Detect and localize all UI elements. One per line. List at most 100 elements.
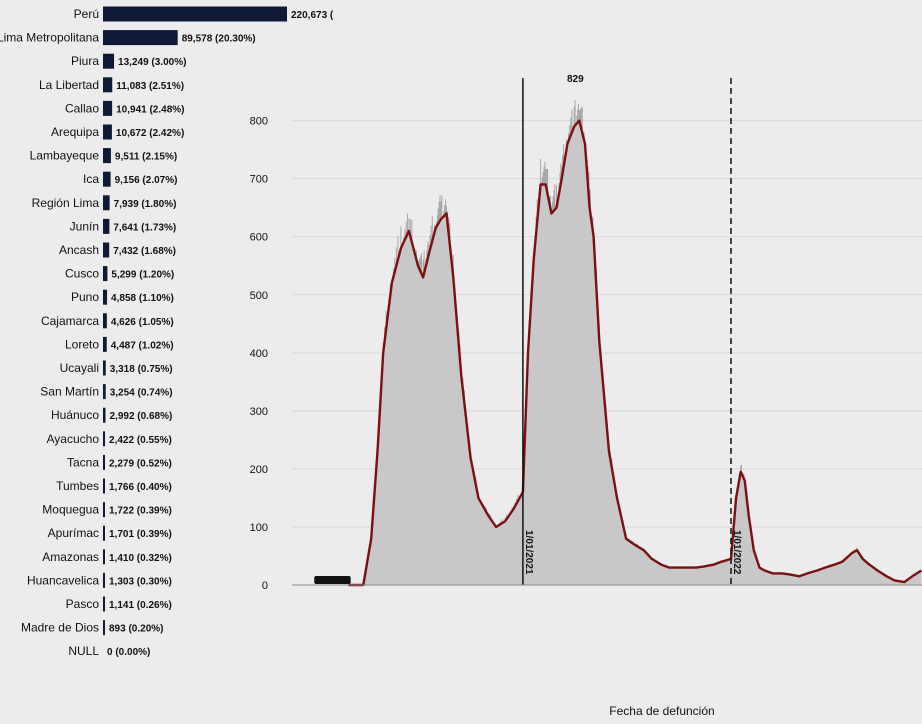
- bar: [103, 384, 106, 400]
- region-label: Apurímac: [48, 526, 99, 540]
- bar: [103, 596, 105, 612]
- y-tick-label: 600: [250, 232, 268, 244]
- region-label: Cajamarca: [41, 314, 99, 328]
- x-axis-title: Fecha de defunción: [609, 704, 714, 718]
- bar-value-label: 11,083 (2.51%): [116, 81, 184, 92]
- bar-value-label: 4,626 (1.05%): [111, 317, 174, 328]
- bar-value-label: 4,858 (1.10%): [111, 293, 174, 304]
- region-label: Lima Metropolitana: [0, 31, 99, 45]
- bar: [103, 53, 115, 69]
- bar-value-label: 7,432 (1.68%): [113, 246, 176, 257]
- bar: [103, 407, 106, 423]
- bar-value-label: 2,422 (0.55%): [109, 435, 172, 446]
- bar-value-label: 5,299 (1.20%): [111, 270, 174, 281]
- bar: [103, 313, 107, 329]
- bar-value-label: 1,766 (0.40%): [109, 482, 172, 493]
- region-label: Huancavelica: [27, 573, 99, 587]
- bar: [103, 336, 107, 352]
- bar: [103, 77, 113, 93]
- bar-value-label: 0 (0.00%): [107, 647, 150, 658]
- bar: [103, 218, 110, 234]
- region-label: Piura: [71, 54, 99, 68]
- bar-value-label: 10,941 (2.48%): [116, 104, 184, 115]
- bar: [103, 171, 111, 187]
- bar-value-label: 1,701 (0.39%): [109, 529, 172, 540]
- region-label: La Libertad: [39, 78, 99, 92]
- bar-value-label: 3,254 (0.74%): [110, 388, 173, 399]
- bar: [103, 266, 108, 282]
- bar-value-label: 2,279 (0.52%): [109, 458, 172, 469]
- bar: [103, 572, 105, 588]
- region-label: Madre de Dios: [21, 621, 99, 635]
- region-label: Arequipa: [51, 125, 99, 139]
- region-label: Amazonas: [42, 550, 99, 564]
- bar: [103, 454, 105, 470]
- region-label: Callao: [65, 101, 99, 115]
- region-label: Huánuco: [51, 408, 99, 422]
- bar: [103, 195, 110, 211]
- bar-value-label: 89,578 (20.30%): [182, 34, 256, 45]
- peak-value-label: 829: [567, 74, 584, 85]
- bar: [103, 502, 105, 518]
- early-records-strip: [314, 576, 351, 584]
- bar-value-label: 1,141 (0.26%): [109, 600, 172, 611]
- bar: [103, 242, 110, 258]
- bar: [103, 124, 112, 140]
- bar-value-label: 13,249 (3.00%): [118, 57, 186, 68]
- region-label: Ayacucho: [47, 432, 100, 446]
- bar-value-label: 9,156 (2.07%): [115, 175, 178, 186]
- area-fill: [348, 120, 922, 585]
- deaths-by-region-bar-chart: Perú 220,673 ( Lima Metropolitana 89,578 (2…: [0, 6, 334, 658]
- bar: [103, 620, 105, 636]
- bar: [103, 478, 105, 494]
- region-label: Cusco: [65, 267, 99, 281]
- bar-value-label: 10,672 (2.42%): [116, 128, 184, 139]
- bar-value-label: 1,722 (0.39%): [109, 506, 172, 517]
- bar-value-label: 7,641 (1.73%): [113, 222, 176, 233]
- region-label: Pasco: [66, 597, 100, 611]
- bar-value-label: 893 (0.20%): [109, 624, 163, 635]
- bar: [103, 360, 106, 376]
- bar: [103, 525, 105, 541]
- year-marker-label: 1/01/2021: [523, 530, 534, 575]
- y-tick-label: 700: [250, 174, 268, 186]
- region-label: Moquegua: [42, 503, 99, 517]
- region-label: Ancash: [59, 243, 99, 257]
- bar-value-label: 1,410 (0.32%): [109, 553, 172, 564]
- region-label: Ucayali: [60, 361, 99, 375]
- y-tick-label: 400: [250, 348, 268, 360]
- region-label: Región Lima: [32, 196, 100, 210]
- bar: [103, 549, 105, 565]
- year-marker-label: 1/01/2022: [731, 530, 742, 575]
- y-tick-label: 300: [250, 406, 268, 418]
- bar: [103, 30, 178, 46]
- bar-value-label: 220,673 (: [291, 10, 334, 21]
- bar-value-label: 7,939 (1.80%): [114, 199, 177, 210]
- region-label: Perú: [74, 7, 99, 21]
- bar-value-label: 3,318 (0.75%): [110, 364, 173, 375]
- region-label: Puno: [71, 290, 99, 304]
- bar: [103, 100, 113, 116]
- region-label: Tacna: [67, 455, 99, 469]
- bar-value-label: 2,992 (0.68%): [109, 411, 172, 422]
- y-tick-label: 800: [250, 116, 268, 128]
- region-label: Ica: [83, 172, 99, 186]
- region-label: Tumbes: [56, 479, 99, 493]
- bar: [103, 289, 108, 305]
- bar: [103, 6, 287, 22]
- region-label: Junín: [70, 219, 99, 233]
- y-tick-label: 0: [262, 580, 268, 592]
- moving-average-line: [348, 119, 922, 587]
- region-label: Lambayeque: [30, 149, 100, 163]
- bar-value-label: 4,487 (1.02%): [111, 340, 174, 351]
- bar: [103, 148, 111, 164]
- region-label: San Martín: [40, 385, 99, 399]
- bar-value-label: 9,511 (2.15%): [115, 152, 177, 163]
- region-label: Loreto: [65, 337, 99, 351]
- y-tick-label: 500: [250, 290, 268, 302]
- region-label: NULL: [68, 644, 99, 658]
- y-tick-label: 100: [250, 522, 268, 534]
- bar: [103, 431, 106, 447]
